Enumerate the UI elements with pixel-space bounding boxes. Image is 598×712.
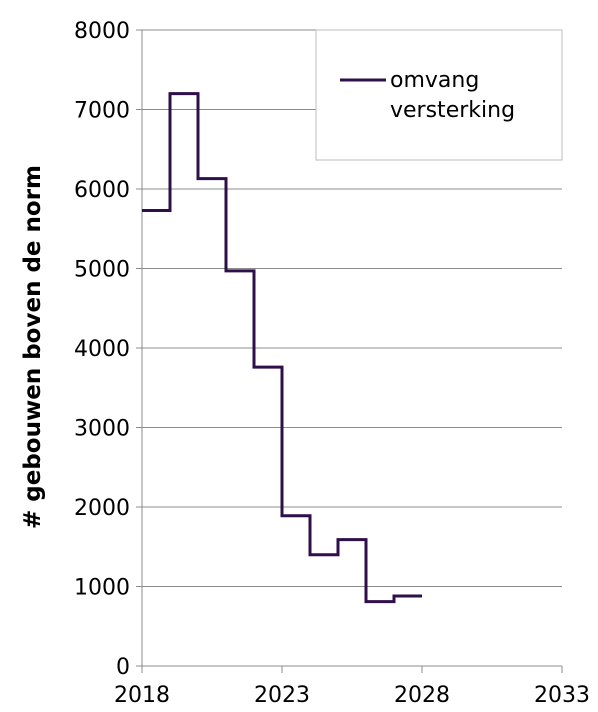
axes xyxy=(136,29,563,673)
y-tick-label-2000: 2000 xyxy=(74,496,130,521)
y-axis-title: # gebouwen boven de norm xyxy=(20,165,46,529)
y-tick-label-4000: 4000 xyxy=(74,337,130,362)
y-tick-label-7000: 7000 xyxy=(74,99,130,124)
legend-label: omvang versterking xyxy=(390,68,515,123)
x-tick-labels: 2018 2023 2028 2033 xyxy=(114,683,590,708)
x-tick-label-2033: 2033 xyxy=(534,683,590,708)
y-tick-label-5000: 5000 xyxy=(74,258,130,283)
y-tick-label-1000: 1000 xyxy=(74,576,130,601)
series-group xyxy=(142,92,422,604)
y-tick-labels: 0 1000 2000 3000 4000 5000 6000 7000 8000 xyxy=(74,19,130,680)
x-tick-label-2023: 2023 xyxy=(254,683,310,708)
y-tick-label-8000: 8000 xyxy=(74,19,130,44)
y-tick-label-0: 0 xyxy=(116,655,130,680)
y-tick-label-6000: 6000 xyxy=(74,178,130,203)
x-tick-label-2018: 2018 xyxy=(114,683,170,708)
y-tick-label-3000: 3000 xyxy=(74,417,130,442)
legend-box xyxy=(315,29,563,161)
x-tick-label-2028: 2028 xyxy=(394,683,450,708)
series-line-0 xyxy=(142,92,422,604)
gridlines xyxy=(142,29,562,587)
legend: omvang versterking xyxy=(315,29,563,161)
